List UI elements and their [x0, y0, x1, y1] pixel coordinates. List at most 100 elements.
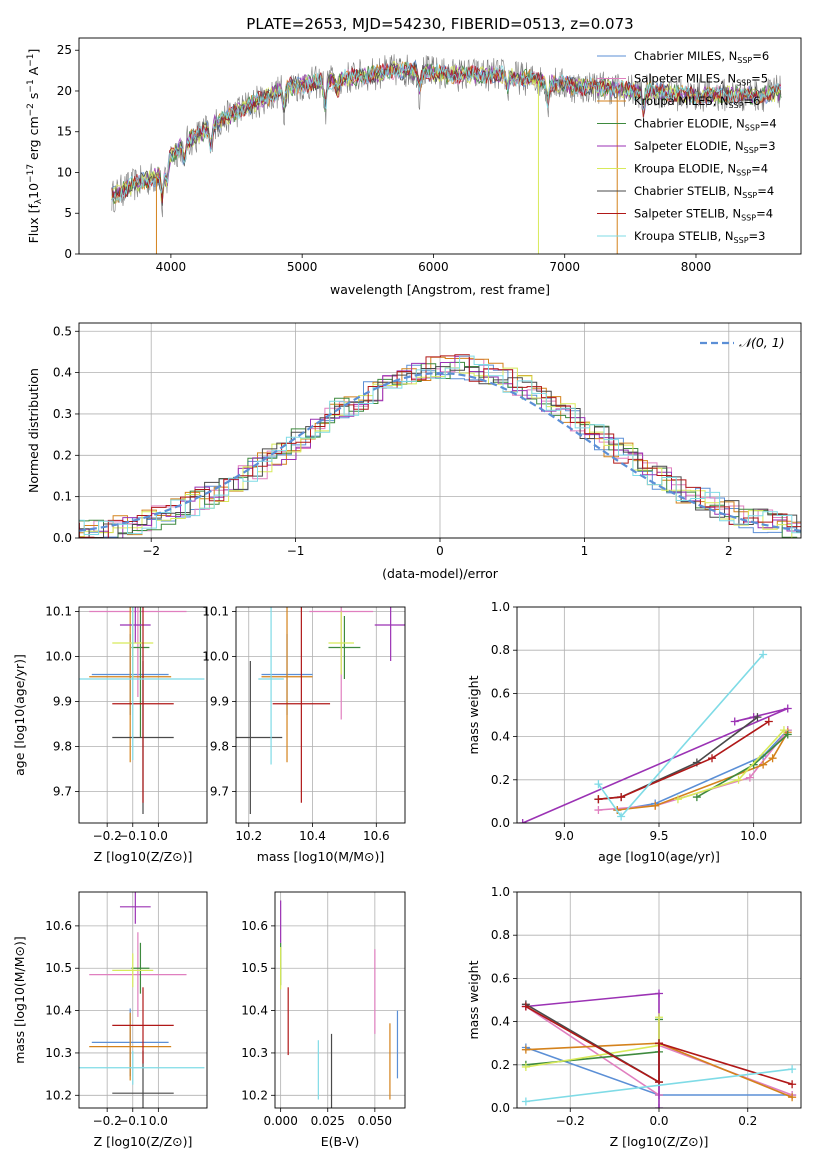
x-axis-label: age [log10(age/yr)] [598, 849, 720, 864]
weight-marker [673, 795, 682, 804]
x-axis-label: wavelength [Angstrom, rest frame] [330, 282, 550, 297]
weight-marker [745, 773, 754, 782]
weight-marker [594, 780, 603, 789]
y-tick-label: 10 [57, 165, 72, 179]
plot-area [79, 892, 205, 1108]
weight-marker [759, 760, 768, 769]
model-spectrum-line [111, 61, 782, 206]
weight-marker [521, 1062, 530, 1071]
x-tick-label: 0.0 [149, 829, 168, 843]
weight-marker [594, 806, 603, 815]
x-tick-label: 7000 [549, 260, 580, 274]
weight-marker [749, 760, 758, 769]
x-axis-label: (data-model)/error [382, 566, 499, 581]
y-tick-label: 0.4 [53, 366, 72, 380]
legend-label: Salpeter STELIB, NSSP=4 [634, 207, 773, 223]
weight-marker [594, 795, 603, 804]
normal-curve [79, 371, 801, 532]
y-tick-label: 0.6 [491, 971, 510, 985]
x-tick-label: −0.1 [118, 829, 147, 843]
x-tick-label: 0.050 [358, 1114, 392, 1128]
weight-marker [730, 717, 739, 726]
y-axis-label: Flux [fλ10−17 erg cm−2 s−1 A−1] [26, 49, 44, 244]
y-tick-label: 10.6 [241, 919, 268, 933]
panel-weight_vs_age: 9.0 9.5 10.0 0.0 0.2 0.4 0.6 0.8 1.0 age [log10(a… [466, 600, 802, 864]
model-spectrum-line [111, 63, 781, 204]
x-tick-label: 0.0 [649, 1114, 668, 1128]
axes-frame [78, 37, 802, 255]
x-axis-label: Z [log10(Z/Z⊙)] [94, 849, 193, 864]
y-tick-label: 0.8 [491, 928, 510, 942]
model-spectrum-line [111, 61, 782, 202]
plot-area [236, 607, 405, 814]
y-tick-label: 1.0 [491, 885, 510, 899]
weight-marker [783, 730, 792, 739]
x-tick-label: 8000 [681, 260, 712, 274]
x-tick-label: 1 [581, 544, 589, 558]
y-tick-label: 10.4 [241, 1004, 268, 1018]
weight-marker [521, 1097, 530, 1106]
y-tick-label: 10.2 [241, 1088, 268, 1102]
panel-weight_vs_Z: −0.2 0.0 0.2 0.0 0.2 0.4 0.6 0.8 1.0 Z [log10(Z/Z… [466, 885, 802, 1149]
y-tick-label: 0 [64, 247, 72, 261]
y-tick-label: 10.5 [241, 961, 268, 975]
histogram-step [79, 354, 801, 538]
figure-title: PLATE=2653, MJD=54230, FIBERID=0513, z=0… [246, 15, 633, 33]
x-tick-label: −0.1 [118, 1114, 147, 1128]
panel-mass_vs_Z: −0.2−0.1 0.0 10.2 10.3 10.4 10.5 10.6 Z [log10(… [12, 891, 208, 1149]
y-tick-label: 9.8 [53, 740, 72, 754]
weight-marker [788, 1065, 797, 1074]
x-tick-label: 0.0 [149, 1114, 168, 1128]
model-spectrum-line [111, 61, 782, 205]
legend-label: Salpeter MILES, NSSP=5 [634, 72, 768, 88]
weight-line [598, 720, 770, 800]
y-tick-label: 0.2 [491, 1058, 510, 1072]
weight-line [617, 729, 789, 811]
x-axis-label: E(B-V) [321, 1134, 360, 1149]
y-axis-label: mass weight [466, 960, 481, 1039]
y-tick-label: 0.8 [491, 643, 510, 657]
weight-marker [655, 989, 663, 998]
spectrum-legend: Chabrier MILES, NSSP=6 Salpeter MILES, NS… [597, 49, 777, 245]
legend-label: Salpeter ELODIE, NSSP=3 [634, 139, 776, 155]
y-axis-label: mass [log10(M/M⊙)] [12, 936, 27, 1064]
y-tick-label: 10.3 [241, 1046, 268, 1060]
y-tick-label: 9.8 [210, 740, 229, 754]
x-tick-label: 2 [725, 544, 733, 558]
x-tick-label: 10.0 [740, 829, 767, 843]
y-tick-label: 10.4 [45, 1004, 72, 1018]
x-tick-label: 4000 [156, 260, 187, 274]
weight-marker [617, 812, 626, 821]
panel-age_vs_Z: −0.2−0.1 0.0 9.7 9.8 9.9 10.0 10.1 Z [log10(Z/Z… [12, 605, 208, 864]
x-tick-label: −2 [142, 544, 160, 558]
axes-frame [78, 606, 208, 824]
x-tick-label: 0 [436, 544, 444, 558]
histogram-step [79, 366, 801, 538]
y-tick-label: 25 [57, 43, 72, 57]
x-tick-label: 0.000 [263, 1114, 297, 1128]
axes-frame [516, 891, 802, 1109]
weight-line [525, 1068, 793, 1103]
weight-marker [655, 1039, 663, 1048]
weight-line [525, 1017, 660, 1068]
weight-marker [788, 1080, 797, 1089]
y-tick-label: 20 [57, 84, 72, 98]
y-tick-label: 1.0 [491, 600, 510, 614]
y-tick-label: 9.7 [210, 785, 229, 799]
y-tick-label: 0.3 [53, 407, 72, 421]
weight-marker [655, 1013, 663, 1022]
x-tick-label: 10.6 [363, 829, 390, 843]
weight-marker [788, 1093, 797, 1102]
x-tick-label: −0.2 [556, 1114, 585, 1128]
panel-residual_histogram: −2 −1 0 1 2 0.0 0.1 0.2 0.3 0.4 0.5 (data-model)/er… [26, 322, 802, 581]
y-tick-label: 0.0 [53, 531, 72, 545]
y-tick-label: 0.0 [491, 816, 510, 830]
weight-marker [759, 650, 768, 659]
axes-frame [78, 322, 802, 539]
plot-area [521, 989, 797, 1108]
x-tick-label: 10.4 [299, 829, 326, 843]
weight-line [522, 707, 789, 823]
y-tick-label: 0.6 [491, 686, 510, 700]
weight-line [598, 729, 789, 811]
plot-area [280, 900, 399, 1108]
